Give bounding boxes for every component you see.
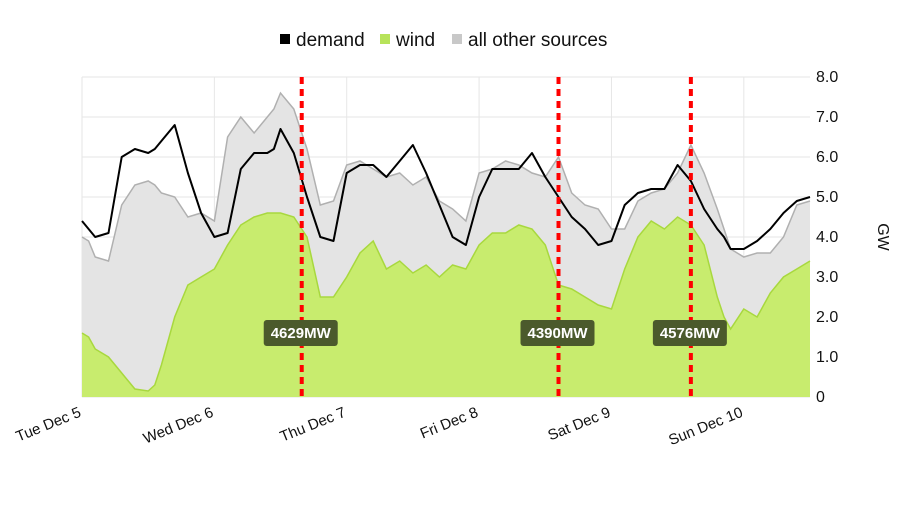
y-tick-label: 3.0 bbox=[816, 269, 838, 286]
area-wind bbox=[82, 213, 810, 397]
x-tick-label: Sat Dec 9 bbox=[546, 404, 613, 444]
legend-label-demand: demand bbox=[296, 30, 365, 51]
x-tick-label: Thu Dec 7 bbox=[278, 404, 349, 446]
y-axis: 0 1.0 2.0 3.0 4.0 5.0 6.0 7.0 8.0 GW bbox=[816, 69, 891, 406]
line-demand bbox=[81, 124, 811, 250]
plot-areas bbox=[81, 91, 811, 397]
legend: demand wind all other sources bbox=[280, 30, 607, 51]
legend-swatch-all-other-sources bbox=[452, 34, 462, 44]
y-tick-label: 7.0 bbox=[816, 109, 838, 126]
annotations: 4629MW 4390MW 4576MW bbox=[263, 77, 727, 397]
y-tick-label: 2.0 bbox=[816, 309, 838, 326]
legend-label-all-other-sources: all other sources bbox=[468, 30, 607, 51]
annotation-box bbox=[652, 320, 727, 346]
y-tick-label: 6.0 bbox=[816, 149, 838, 166]
x-tick-label: Wed Dec 6 bbox=[141, 404, 216, 447]
y-tick-label: 0 bbox=[816, 389, 825, 406]
y-tick-label: 1.0 bbox=[816, 349, 838, 366]
legend-swatch-wind bbox=[380, 34, 390, 44]
x-tick-label: Tue Dec 5 bbox=[13, 404, 83, 445]
annotation-label: 4629MW bbox=[271, 325, 332, 342]
legend-label-wind: wind bbox=[395, 30, 435, 51]
y-axis-label: GW bbox=[874, 223, 891, 251]
y-tick-label: 8.0 bbox=[816, 69, 838, 86]
annotation-box bbox=[520, 320, 595, 346]
x-tick-label: Sun Dec 10 bbox=[666, 404, 745, 449]
annotation-label: 4576MW bbox=[660, 325, 721, 342]
legend-swatch-demand bbox=[280, 34, 290, 44]
x-axis: Tue Dec 5 Wed Dec 6 Thu Dec 7 Fri Dec 8 Sat … bbox=[13, 404, 745, 449]
line-wind bbox=[81, 212, 811, 392]
y-tick-label: 5.0 bbox=[816, 189, 838, 206]
x-tick-label: Fri Dec 8 bbox=[418, 404, 481, 443]
annotation-label: 4390MW bbox=[527, 325, 588, 342]
annotation-box bbox=[263, 320, 338, 346]
y-tick-label: 4.0 bbox=[816, 229, 838, 246]
